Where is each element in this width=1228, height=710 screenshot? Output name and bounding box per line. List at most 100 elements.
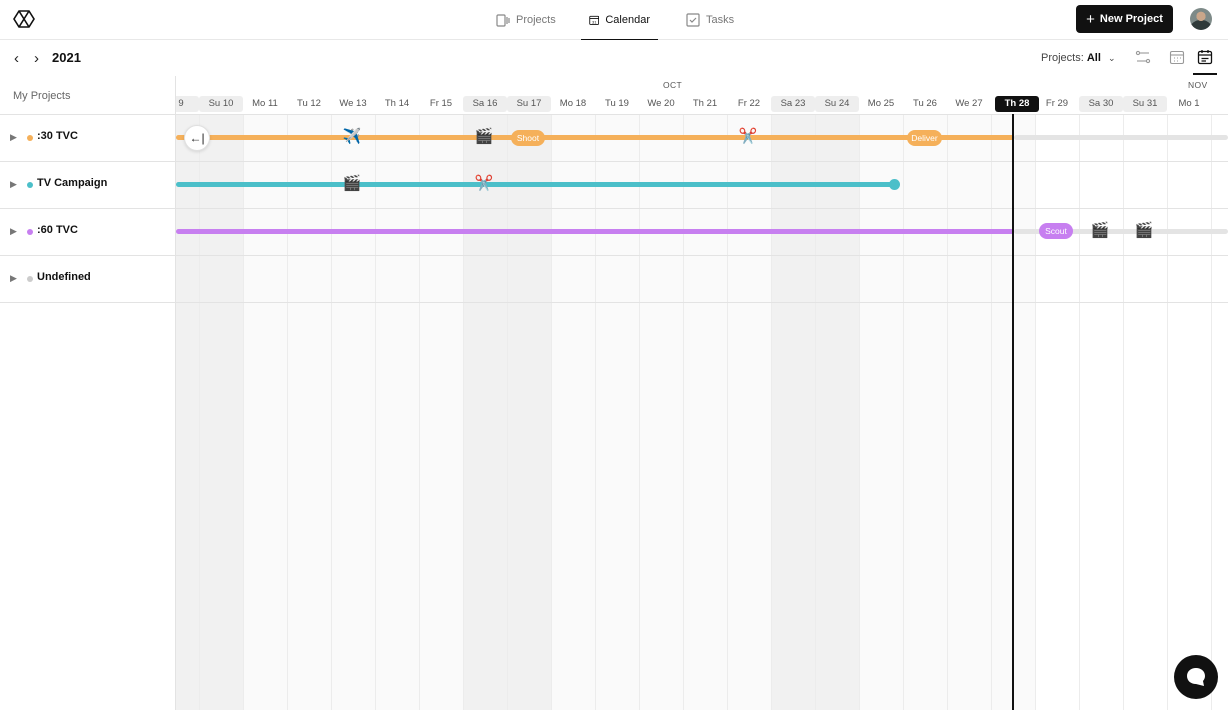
project-bar-30-tvc[interactable] (176, 135, 1014, 140)
day-column (243, 114, 287, 710)
calendar-toolbar: ‹ › 2021 Projects: All ⌄ (0, 40, 1228, 76)
tasks-icon (686, 13, 700, 27)
tab-tasks[interactable]: Tasks (686, 0, 734, 40)
milestone-shoot[interactable]: Shoot (511, 130, 545, 146)
day-column (1079, 114, 1123, 710)
day-column (507, 114, 551, 710)
project-bar-tv-campaign[interactable] (176, 182, 892, 187)
app-logo-icon[interactable] (13, 9, 35, 29)
day-label: T (1211, 96, 1228, 112)
project-end-marker[interactable] (889, 179, 900, 190)
day-column (1035, 114, 1079, 710)
project-name: :30 TVC (37, 130, 78, 142)
projects-icon (496, 13, 510, 27)
day-column (419, 114, 463, 710)
top-navigation-bar: Projects 31 Calendar Tasks + New Project (0, 0, 1228, 41)
month-view-icon[interactable] (1169, 49, 1185, 65)
day-column (551, 114, 595, 710)
tab-tasks-label: Tasks (706, 14, 735, 26)
day-label: Mo 25 (867, 98, 895, 109)
day-label: We 27 (955, 98, 983, 109)
calendar-icon: 31 (589, 15, 600, 25)
day-column (903, 114, 947, 710)
chevron-right-icon[interactable]: › (34, 50, 39, 67)
milestone-scout[interactable]: Scout (1039, 223, 1073, 239)
clapperboard-icon[interactable]: 🎬 (474, 128, 494, 145)
milestone-deliver[interactable]: Deliver (907, 130, 942, 146)
project-name: :60 TVC (37, 224, 78, 236)
day-label: Fr 15 (429, 98, 453, 109)
day-column (815, 114, 859, 710)
tab-projects[interactable]: Projects (496, 0, 556, 40)
day-column (595, 114, 639, 710)
project-color-dot (27, 276, 33, 282)
project-bar-30-tvc-remaining (1014, 135, 1228, 140)
my-projects-heading: My Projects (13, 90, 71, 102)
day-label: a 9 (176, 96, 199, 112)
calendar-view-button[interactable] (1193, 49, 1217, 75)
day-column (331, 114, 375, 710)
day-column (947, 114, 991, 710)
user-avatar[interactable] (1190, 8, 1212, 30)
project-color-dot (27, 182, 33, 188)
day-column (463, 114, 507, 710)
day-label: Th 14 (384, 98, 410, 109)
year-label: 2021 (52, 50, 81, 65)
tab-calendar[interactable]: 31 Calendar (581, 0, 658, 41)
day-label: Su 31 (1123, 96, 1167, 112)
day-label: Sa 23 (771, 96, 815, 112)
expand-triangle-icon[interactable]: ▶ (10, 179, 17, 189)
expand-triangle-icon[interactable]: ▶ (10, 132, 17, 142)
scissors-icon[interactable]: ✂️ (738, 128, 758, 145)
today-indicator-line (1012, 114, 1014, 710)
new-project-label: New Project (1099, 13, 1163, 25)
day-column (859, 114, 903, 710)
day-label: We 20 (647, 98, 675, 109)
project-row-60-tvc[interactable]: ▶ :60 TVC (0, 209, 176, 256)
projects-filter-dropdown[interactable]: Projects: All ⌄ (1041, 52, 1116, 64)
new-project-button[interactable]: + New Project (1076, 5, 1173, 33)
day-label: Fr 29 (1045, 98, 1069, 109)
project-color-dot (27, 229, 33, 235)
clapperboard-icon[interactable]: 🎬 (1134, 222, 1154, 239)
calendar-timeline-grid: OCT NOV ←| ✈️ 🎬 Shoot ✂️ Deliver 🎬 ✂️ Sc… (176, 76, 1228, 710)
project-row-undefined[interactable]: ▶ Undefined (0, 256, 176, 303)
day-label: Tu 26 (913, 98, 937, 109)
today-day-label: Th 28 (995, 96, 1039, 112)
scroll-to-start-button[interactable]: ←| (184, 125, 210, 151)
timeline-view-icon[interactable] (1135, 49, 1151, 65)
scissors-icon[interactable]: ✂️ (474, 175, 494, 192)
day-column (771, 114, 815, 710)
project-bar-60-tvc[interactable] (176, 229, 1014, 234)
day-label: Tu 12 (297, 98, 321, 109)
tab-projects-label: Projects (516, 14, 556, 26)
expand-triangle-icon[interactable]: ▶ (10, 273, 17, 283)
day-column (1123, 114, 1167, 710)
day-column (1211, 114, 1228, 710)
project-color-dot (27, 135, 33, 141)
project-name: TV Campaign (37, 177, 108, 189)
calendar-view-icon (1197, 50, 1213, 65)
project-row-tv-campaign[interactable]: ▶ TV Campaign (0, 162, 176, 209)
clapperboard-icon[interactable]: 🎬 (342, 175, 362, 192)
clapperboard-icon[interactable]: 🎬 (1090, 222, 1110, 239)
day-column (727, 114, 771, 710)
project-bar-60-tvc-remaining (1014, 229, 1228, 234)
day-label: Sa 16 (463, 96, 507, 112)
travel-icon[interactable]: ✈️ (342, 128, 362, 145)
tab-calendar-label: Calendar (605, 14, 650, 26)
chevron-left-icon[interactable]: ‹ (14, 50, 19, 67)
projects-sidebar: My Projects ▶ :30 TVC ▶ TV Campaign ▶ :6… (0, 76, 176, 710)
project-row-30-tvc[interactable]: ▶ :30 TVC (0, 115, 176, 162)
expand-triangle-icon[interactable]: ▶ (10, 226, 17, 236)
chevron-down-icon: ⌄ (1107, 53, 1116, 63)
day-column (1167, 114, 1211, 710)
chat-bubble-icon (1187, 668, 1205, 686)
chat-support-button[interactable] (1174, 655, 1218, 699)
day-label: Sa 30 (1079, 96, 1123, 112)
filter-label: Projects: (1041, 52, 1084, 64)
day-column (683, 114, 727, 710)
month-label: OCT (663, 80, 683, 90)
day-column (639, 114, 683, 710)
project-name: Undefined (37, 271, 91, 283)
